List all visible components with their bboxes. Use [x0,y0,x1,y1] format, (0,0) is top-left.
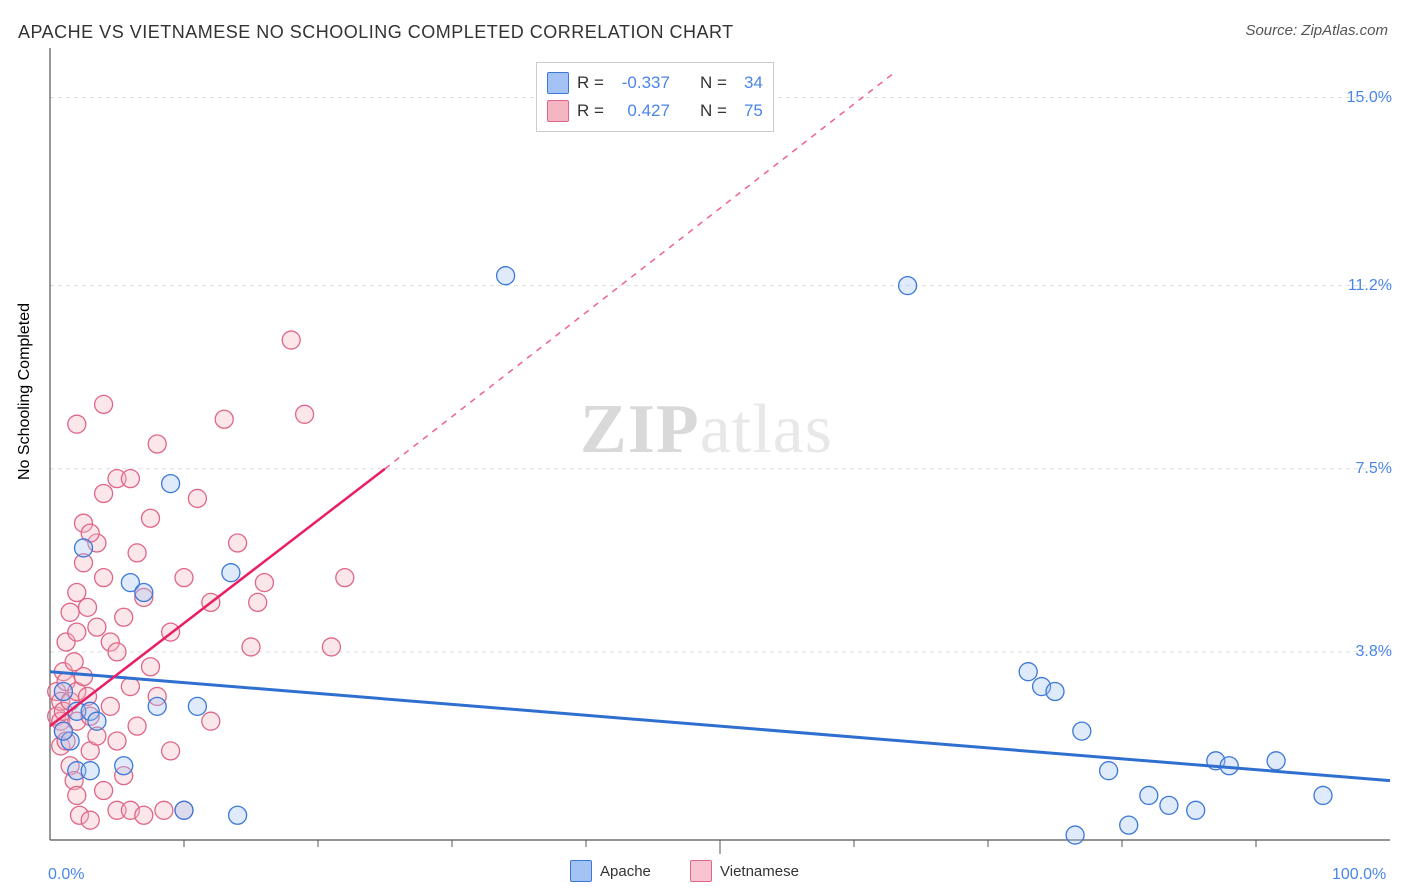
y-tick-label: 7.5% [1356,460,1392,478]
scatter-point [68,415,86,433]
scatter-point [142,658,160,676]
correlation-stats-box: R = -0.337N = 34 R = 0.427N = 75 [536,62,774,132]
n-value: 75 [735,97,763,125]
scatter-point [81,762,99,780]
scatter-point [1314,786,1332,804]
scatter-point [188,489,206,507]
scatter-point [162,742,180,760]
scatter-point [1160,796,1178,814]
regression-line [50,469,385,726]
scatter-point [61,603,79,621]
scatter-point [79,598,97,616]
scatter-point [215,410,233,428]
scatter-point [1046,683,1064,701]
stat-row: R = -0.337N = 34 [547,69,763,97]
scatter-point [1120,816,1138,834]
n-value: 34 [735,69,763,97]
scatter-point [1267,752,1285,770]
stat-row: R = 0.427N = 75 [547,97,763,125]
legend-swatch [690,860,712,882]
scatter-point [1066,826,1084,844]
legend-item: Apache [570,860,651,882]
scatter-point [75,668,93,686]
scatter-point [899,277,917,295]
scatter-point [229,806,247,824]
scatter-point [1073,722,1091,740]
scatter-point [68,786,86,804]
scatter-point [296,405,314,423]
legend-swatch [570,860,592,882]
scatter-point [135,806,153,824]
scatter-point [242,638,260,656]
regression-line [50,672,1390,781]
scatter-point [155,801,173,819]
scatter-point [54,683,72,701]
scatter-point [95,569,113,587]
legend-swatch [547,100,569,122]
scatter-point [95,395,113,413]
scatter-point [81,811,99,829]
scatter-point [108,732,126,750]
scatter-point [255,574,273,592]
scatter-point [1100,762,1118,780]
scatter-point [68,623,86,641]
scatter-point [88,712,106,730]
scatter-point [188,697,206,715]
scatter-point [249,593,267,611]
scatter-point [115,608,133,626]
scatter-point [322,638,340,656]
scatter-point [162,475,180,493]
scatter-point [54,722,72,740]
scatter-point [108,643,126,661]
scatter-point [128,717,146,735]
scatter-point [1019,663,1037,681]
scatter-point [95,782,113,800]
scatter-point [121,470,139,488]
scatter-point [497,267,515,285]
y-tick-label: 15.0% [1347,89,1392,107]
regression-extrapolation [385,73,894,469]
y-tick-label: 3.8% [1356,643,1392,661]
scatter-point [95,485,113,503]
x-tick-label: 0.0% [48,866,84,884]
scatter-point [175,801,193,819]
scatter-chart [0,0,1406,892]
scatter-point [75,539,93,557]
r-value: -0.337 [612,69,670,97]
x-tick-label: 100.0% [1332,866,1386,884]
scatter-point [142,509,160,527]
legend-swatch [547,72,569,94]
scatter-point [202,712,220,730]
legend-item: Vietnamese [690,860,799,882]
y-tick-label: 11.2% [1348,277,1392,295]
r-value: 0.427 [612,97,670,125]
legend-label: Vietnamese [720,863,799,880]
scatter-point [115,757,133,775]
scatter-point [175,569,193,587]
scatter-point [128,544,146,562]
scatter-point [101,697,119,715]
scatter-point [88,618,106,636]
scatter-point [336,569,354,587]
scatter-point [148,697,166,715]
scatter-point [1140,786,1158,804]
scatter-point [282,331,300,349]
scatter-point [229,534,247,552]
legend-label: Apache [600,863,651,880]
scatter-point [148,435,166,453]
scatter-point [135,584,153,602]
scatter-point [1187,801,1205,819]
scatter-point [222,564,240,582]
